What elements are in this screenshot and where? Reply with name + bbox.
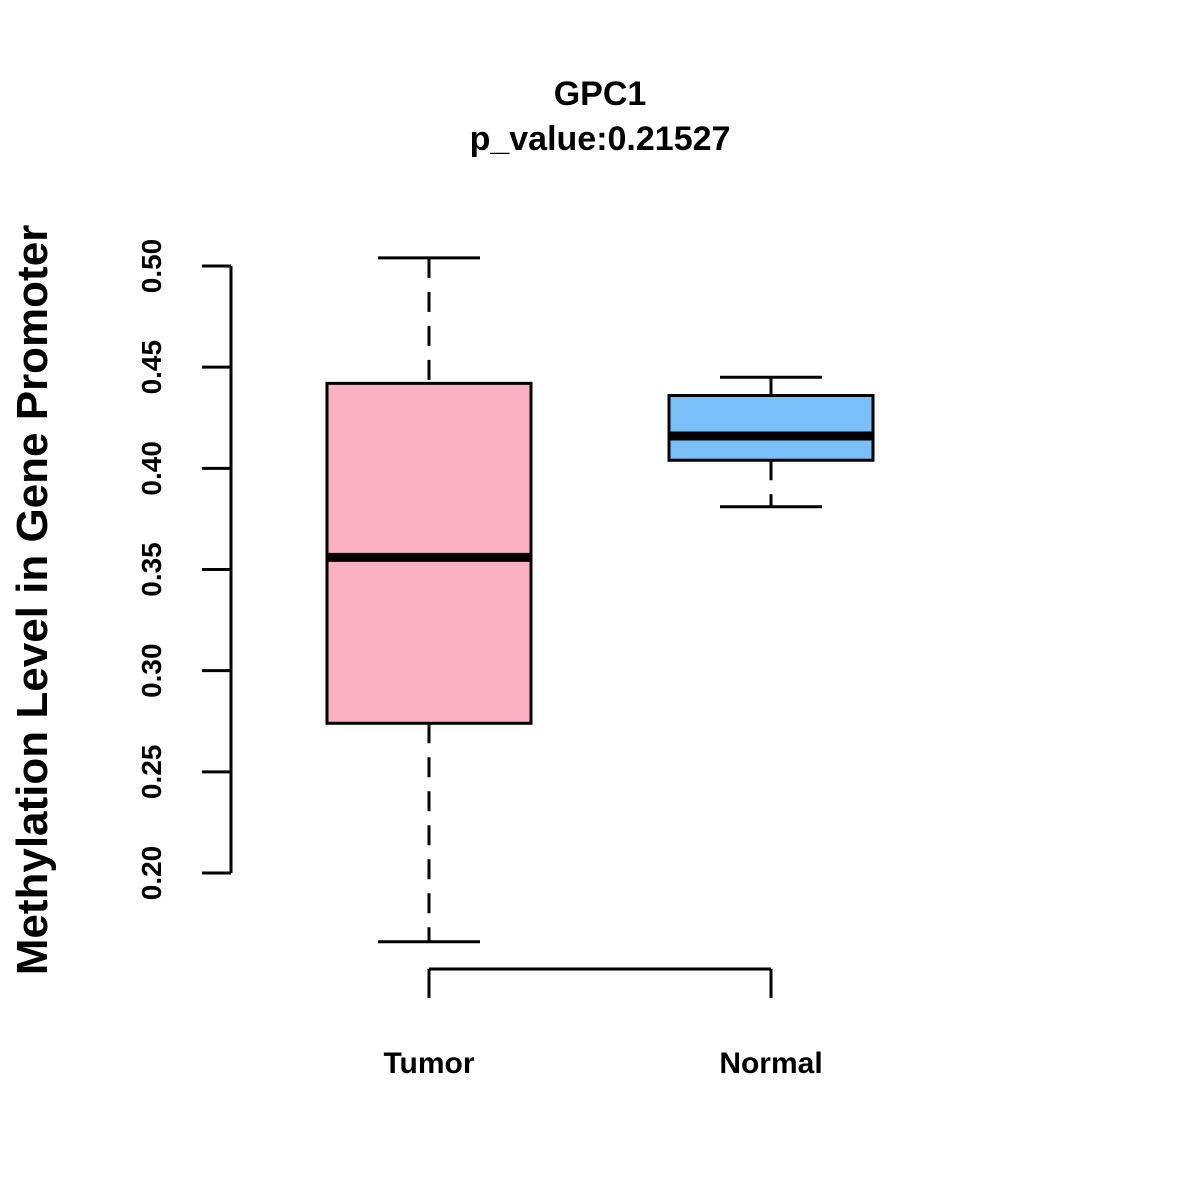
chart-subtitle: p_value:0.21527 [470, 120, 731, 158]
box-normal [667, 375, 875, 509]
y-tick-label: 0.20 [136, 846, 167, 901]
x-tick-label: Tumor [383, 1047, 474, 1080]
x-tick-label: Normal [719, 1047, 822, 1080]
y-tick-label: 0.50 [136, 239, 167, 294]
y-axis-label: Methylation Level in Gene Promoter [8, 225, 57, 976]
y-tick-label: 0.25 [136, 745, 167, 800]
y-tick-label: 0.35 [136, 542, 167, 597]
iqr-box [667, 393, 875, 462]
boxes [325, 256, 875, 944]
y-tick-label: 0.40 [136, 441, 167, 496]
x-axis: Tumor Normal [383, 967, 823, 1080]
y-tick-label: 0.45 [136, 340, 167, 395]
y-tick-label: 0.30 [136, 643, 167, 698]
chart-title: GPC1 [554, 75, 647, 113]
y-axis: 0.20 0.25 0.30 0.35 0.40 0.45 0.50 [136, 239, 233, 901]
box-tumor [325, 256, 533, 944]
